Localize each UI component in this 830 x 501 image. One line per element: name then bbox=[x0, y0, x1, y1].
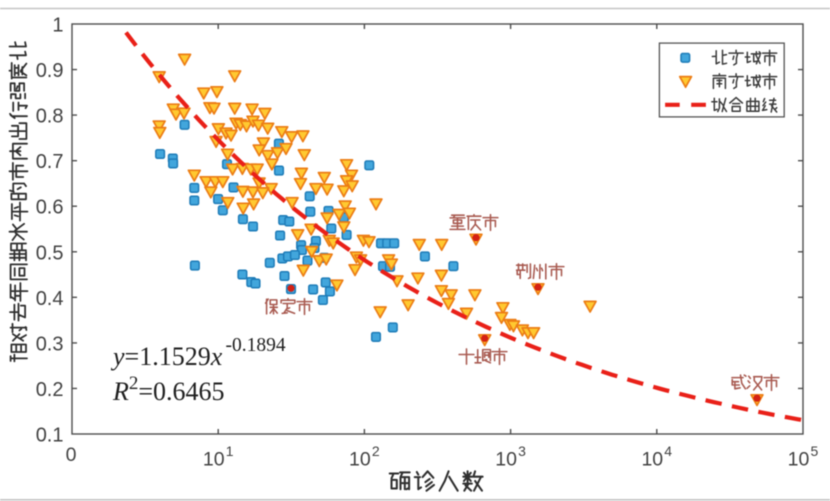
svg-text:1: 1 bbox=[52, 15, 63, 37]
svg-text:0.3: 0.3 bbox=[36, 333, 64, 355]
svg-text:10: 10 bbox=[788, 449, 810, 471]
svg-text:3: 3 bbox=[518, 443, 526, 459]
svg-text:10: 10 bbox=[641, 449, 663, 471]
svg-text:0.9: 0.9 bbox=[36, 60, 64, 82]
svg-text:10: 10 bbox=[349, 449, 371, 471]
svg-text:0.7: 0.7 bbox=[36, 151, 64, 173]
svg-text:1: 1 bbox=[226, 443, 234, 459]
svg-text:y=1.1529x: y=1.1529x bbox=[110, 342, 223, 371]
svg-text:R2=0.6465: R2=0.6465 bbox=[112, 373, 225, 406]
svg-text:0.1: 0.1 bbox=[36, 425, 64, 447]
svg-text:-0.1894: -0.1894 bbox=[226, 335, 286, 356]
svg-text:5: 5 bbox=[811, 443, 819, 459]
svg-text:4: 4 bbox=[664, 443, 672, 459]
svg-text:0.8: 0.8 bbox=[36, 106, 64, 128]
svg-text:10: 10 bbox=[495, 449, 517, 471]
svg-text:0.6: 0.6 bbox=[36, 197, 64, 219]
svg-text:2: 2 bbox=[372, 443, 380, 459]
svg-text:0.2: 0.2 bbox=[36, 379, 64, 401]
svg-text:0: 0 bbox=[66, 444, 77, 466]
svg-text:10: 10 bbox=[203, 449, 225, 471]
svg-text:0.4: 0.4 bbox=[36, 288, 64, 310]
svg-text:0.5: 0.5 bbox=[36, 242, 64, 264]
